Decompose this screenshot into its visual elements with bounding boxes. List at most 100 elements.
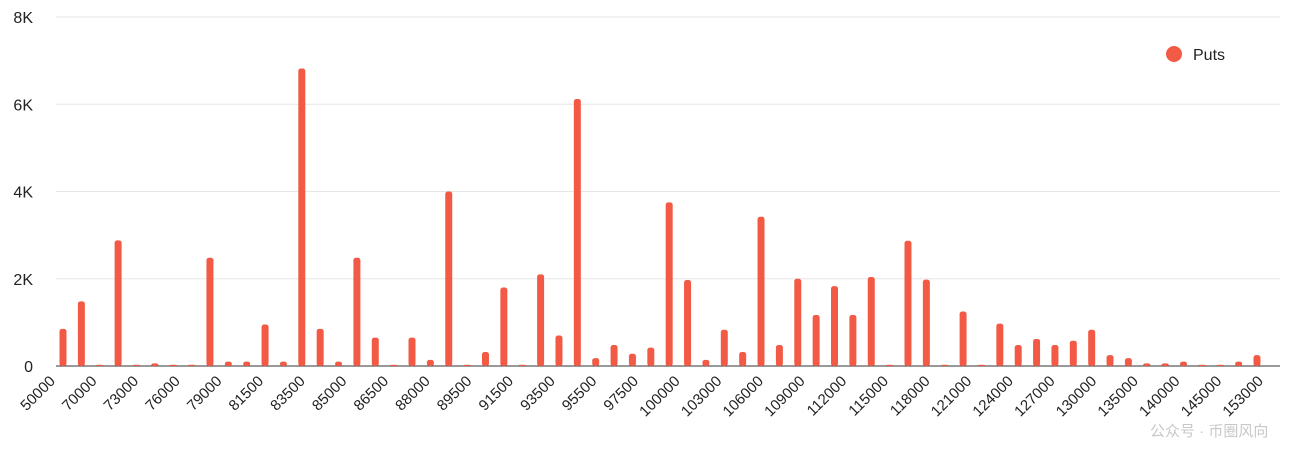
bar-puts[interactable] <box>647 347 655 366</box>
bar-puts[interactable] <box>1198 364 1206 366</box>
bar-puts[interactable] <box>426 359 434 366</box>
bar-puts[interactable] <box>537 274 545 366</box>
bar-puts[interactable] <box>59 328 67 366</box>
bar-puts[interactable] <box>1088 329 1096 366</box>
bar-puts[interactable] <box>1051 345 1059 366</box>
bar-puts[interactable] <box>481 352 489 366</box>
x-tick-label: 83500 <box>267 373 309 415</box>
x-tick-label: 135000 <box>1094 373 1141 420</box>
bar-puts[interactable] <box>867 277 875 366</box>
bar-puts[interactable] <box>794 278 802 366</box>
x-axis-labels: 50000 70000 73000 76000 79000 81500 83500 85000… <box>17 373 1267 420</box>
x-tick-label: 85000 <box>309 373 351 415</box>
y-tick-label: 6K <box>13 97 33 114</box>
bar-puts[interactable] <box>132 364 140 366</box>
watermark-text: 公众号 · 币圈风向 <box>1150 423 1268 440</box>
bar-puts[interactable] <box>977 364 985 366</box>
bar-puts[interactable] <box>610 345 618 366</box>
x-tick-label: 89500 <box>434 373 476 415</box>
x-tick-label: 76000 <box>142 373 184 415</box>
bar-puts[interactable] <box>665 202 673 366</box>
x-tick-label: 130000 <box>1053 373 1100 420</box>
bar-puts[interactable] <box>463 364 471 366</box>
legend[interactable]: Puts <box>1166 46 1225 64</box>
bar-puts[interactable] <box>831 286 839 366</box>
bar-puts[interactable] <box>592 358 600 366</box>
bar-puts[interactable] <box>188 364 196 366</box>
y-tick-label: 8K <box>13 10 33 27</box>
x-tick-label: 127000 <box>1011 373 1058 420</box>
y-tick-label: 2K <box>13 272 33 289</box>
bar-puts[interactable] <box>1216 364 1224 366</box>
bar-puts[interactable] <box>298 68 306 366</box>
bar-puts[interactable] <box>628 353 636 366</box>
bar-puts[interactable] <box>1253 355 1261 366</box>
x-tick-label: 73000 <box>101 373 143 415</box>
bar-puts[interactable] <box>316 328 324 366</box>
bar-puts[interactable] <box>114 240 122 366</box>
bar-puts[interactable] <box>702 359 710 366</box>
bar-puts[interactable] <box>243 361 251 366</box>
bar-puts[interactable] <box>1143 363 1151 366</box>
bar-puts[interactable] <box>1124 358 1132 366</box>
bar-puts[interactable] <box>371 337 379 366</box>
bar-puts[interactable] <box>886 364 894 366</box>
bar-puts[interactable] <box>959 311 967 366</box>
bar-puts[interactable] <box>941 364 949 366</box>
bar-puts[interactable] <box>812 314 820 366</box>
bar-puts[interactable] <box>77 301 85 366</box>
x-tick-label: 70000 <box>59 373 101 415</box>
bar-puts[interactable] <box>1069 340 1077 366</box>
x-tick-label: 88000 <box>392 373 434 415</box>
bar-puts[interactable] <box>849 314 857 366</box>
bar-puts[interactable] <box>573 99 581 366</box>
x-tick-label: 124000 <box>969 373 1016 420</box>
legend-marker-puts <box>1166 46 1182 62</box>
bar-puts[interactable] <box>1161 363 1169 366</box>
x-tick-label: 100000 <box>636 373 683 420</box>
bar-puts[interactable] <box>739 352 747 366</box>
bar-puts[interactable] <box>169 364 177 366</box>
bar-puts[interactable] <box>224 361 232 366</box>
bar-puts[interactable] <box>408 337 416 366</box>
bar-puts[interactable] <box>279 361 287 366</box>
bar-puts[interactable] <box>335 361 343 366</box>
x-tick-label: 118000 <box>887 373 934 420</box>
bar-puts[interactable] <box>922 279 930 366</box>
bar-puts[interactable] <box>445 191 453 367</box>
bar-puts[interactable] <box>1014 345 1022 366</box>
x-tick-label: 93500 <box>517 373 559 415</box>
bar-puts[interactable] <box>500 287 508 366</box>
x-tick-label: 86500 <box>351 373 393 415</box>
x-tick-label: 115000 <box>845 373 892 420</box>
bar-puts[interactable] <box>151 363 159 366</box>
bar-puts[interactable] <box>353 257 361 366</box>
bar-puts[interactable] <box>390 364 398 366</box>
legend-label-puts: Puts <box>1193 47 1225 64</box>
bar-puts[interactable] <box>261 324 269 366</box>
x-tick-label: 91500 <box>476 373 518 415</box>
bars-puts <box>59 68 1261 367</box>
bar-puts[interactable] <box>518 364 526 366</box>
x-tick-label: 50000 <box>17 373 59 415</box>
bar-puts[interactable] <box>720 329 728 366</box>
y-tick-label: 4K <box>13 185 33 202</box>
bar-puts[interactable] <box>96 364 104 366</box>
bar-puts[interactable] <box>757 216 765 366</box>
bar-puts[interactable] <box>1235 361 1243 366</box>
x-tick-label: 103000 <box>678 373 725 420</box>
x-tick-label: 81500 <box>226 373 268 415</box>
bar-puts[interactable] <box>555 335 563 366</box>
bar-puts[interactable] <box>206 257 214 366</box>
bar-puts[interactable] <box>1106 355 1114 366</box>
bar-puts[interactable] <box>775 345 783 366</box>
bar-puts[interactable] <box>996 323 1004 366</box>
bar-puts[interactable] <box>1180 361 1188 366</box>
bar-puts[interactable] <box>904 240 912 366</box>
bar-puts[interactable] <box>1033 338 1041 366</box>
x-tick-label: 145000 <box>1178 373 1225 420</box>
bar-puts[interactable] <box>684 280 692 366</box>
x-tick-label: 79000 <box>184 373 226 415</box>
x-tick-label: 153000 <box>1219 373 1266 420</box>
